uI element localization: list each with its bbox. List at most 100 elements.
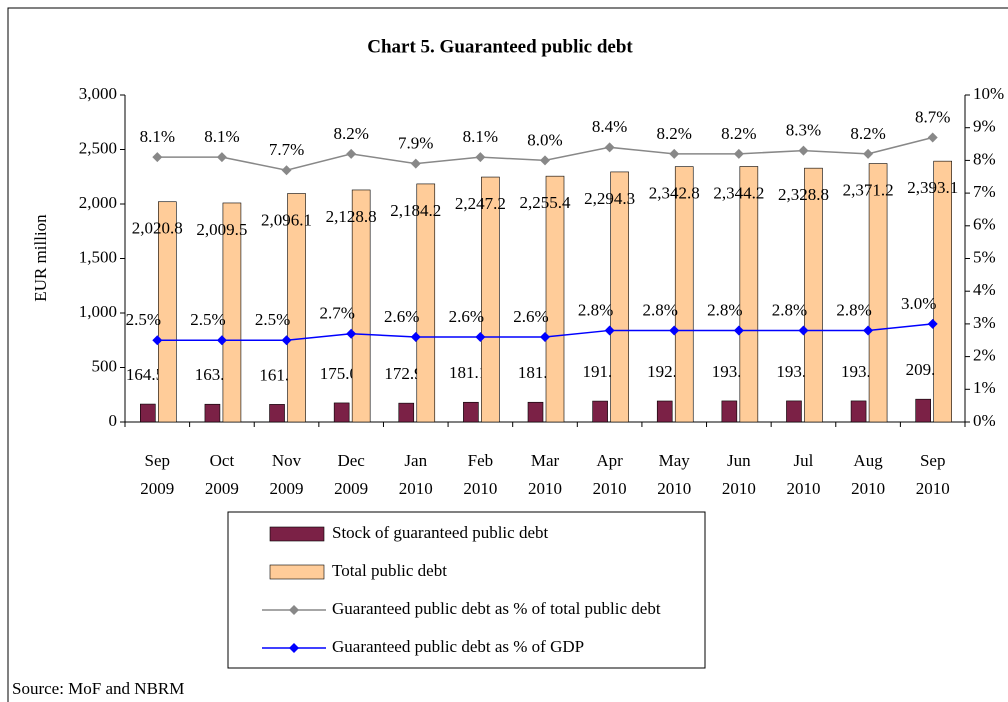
marker [346, 328, 357, 339]
marker [604, 325, 615, 336]
bar [351, 189, 371, 423]
marker [152, 152, 163, 163]
x-tick-label: May 2010 [657, 451, 691, 498]
data-label: 2,328.8 [778, 185, 829, 204]
marker [281, 165, 292, 176]
y2-tick-label: 6% [973, 215, 996, 234]
marker [798, 325, 809, 336]
data-label: 8.2% [333, 124, 368, 143]
x-tick-label: Sep 2010 [916, 451, 950, 498]
data-label: 2,344.2 [713, 183, 764, 202]
bar [481, 176, 500, 423]
data-label: 2.5% [190, 310, 225, 329]
data-label: 8.2% [721, 124, 756, 143]
y2-tick-label: 4% [973, 280, 996, 299]
y2-tick-label: 8% [973, 149, 996, 168]
marker [216, 152, 227, 163]
marker [927, 318, 938, 329]
data-label: 8.0% [527, 130, 562, 149]
bar [674, 166, 694, 423]
bar [786, 400, 802, 423]
data-label: 8.1% [140, 127, 175, 146]
marker [540, 155, 550, 166]
data-label: 8.3% [786, 120, 821, 139]
marker [410, 331, 421, 342]
data-label: 8.1% [204, 127, 239, 146]
bar [610, 171, 629, 423]
y2-tick-label: 5% [973, 247, 996, 266]
data-label: 8.2% [657, 124, 692, 143]
marker [475, 331, 486, 342]
y-tick-label: 500 [92, 356, 118, 375]
marker [669, 325, 680, 336]
bar [463, 401, 479, 423]
bar [739, 166, 759, 423]
legend-marker [289, 605, 299, 615]
data-label: 2.6% [449, 307, 484, 326]
data-label: 2,371.2 [843, 180, 894, 199]
bar [269, 404, 285, 423]
bar [656, 400, 673, 423]
x-tick-label: Oct 2009 [205, 451, 239, 498]
bar [158, 201, 177, 423]
data-label: 2.8% [643, 300, 678, 319]
marker [863, 325, 874, 336]
bar [933, 160, 952, 423]
y2-tick-label: 0% [973, 411, 996, 430]
data-label: 2,342.8 [649, 184, 700, 203]
bar [915, 398, 931, 423]
legend-label: Guaranteed public debt as % of total pub… [332, 599, 661, 618]
x-tick-label: Apr 2010 [593, 451, 627, 498]
marker [798, 145, 809, 156]
marker [216, 335, 227, 346]
data-label: 8.7% [915, 107, 950, 126]
chart-title: Chart 5. Guaranteed public debt [367, 36, 633, 57]
legend-swatch [269, 526, 325, 542]
data-label: 2.6% [513, 307, 548, 326]
y-tick-label: 1,000 [79, 302, 117, 321]
bar [850, 400, 867, 423]
data-label: 2.8% [772, 300, 807, 319]
data-label: 2.8% [578, 300, 613, 319]
x-tick-label: Jul 2010 [786, 451, 820, 498]
data-label: 2.6% [384, 307, 419, 326]
data-label: 8.4% [592, 117, 627, 136]
bar [721, 400, 738, 423]
data-label: 2,020.8 [132, 219, 183, 238]
bar [416, 183, 436, 423]
marker [346, 148, 357, 159]
bar [333, 402, 350, 423]
y-tick-label: 0 [109, 411, 118, 430]
data-label: 2.7% [319, 304, 354, 323]
y2-tick-label: 3% [973, 313, 996, 332]
marker [733, 148, 744, 159]
data-label: 2,294.3 [584, 189, 635, 208]
y-axis-label: EUR million [31, 214, 50, 302]
marker [927, 132, 938, 143]
bar [287, 193, 306, 423]
y2-tick-label: 7% [973, 182, 996, 201]
data-label: 8.1% [463, 127, 498, 146]
y2-tick-label: 1% [973, 378, 996, 397]
frame [7, 7, 1008, 702]
legend-label: Stock of guaranteed public debt [332, 523, 548, 542]
data-label: 2,009.5 [196, 220, 247, 239]
data-label: 2,393.1 [907, 178, 958, 197]
bar [545, 175, 565, 423]
marker [540, 331, 550, 342]
y2-tick-label: 10% [973, 84, 1004, 103]
marker [152, 335, 163, 346]
y-tick-label: 3,000 [79, 84, 117, 103]
data-label: 2.8% [836, 300, 871, 319]
bar [222, 202, 242, 423]
marker [281, 335, 292, 346]
x-tick-label: Feb 2010 [463, 451, 497, 498]
bar [140, 403, 156, 423]
legend-swatch [269, 564, 325, 580]
marker [410, 158, 421, 169]
data-label: 7.7% [269, 140, 304, 159]
y-tick-label: 2,000 [79, 193, 117, 212]
y-tick-label: 2,500 [79, 138, 117, 157]
legend-label: Total public debt [332, 561, 447, 580]
